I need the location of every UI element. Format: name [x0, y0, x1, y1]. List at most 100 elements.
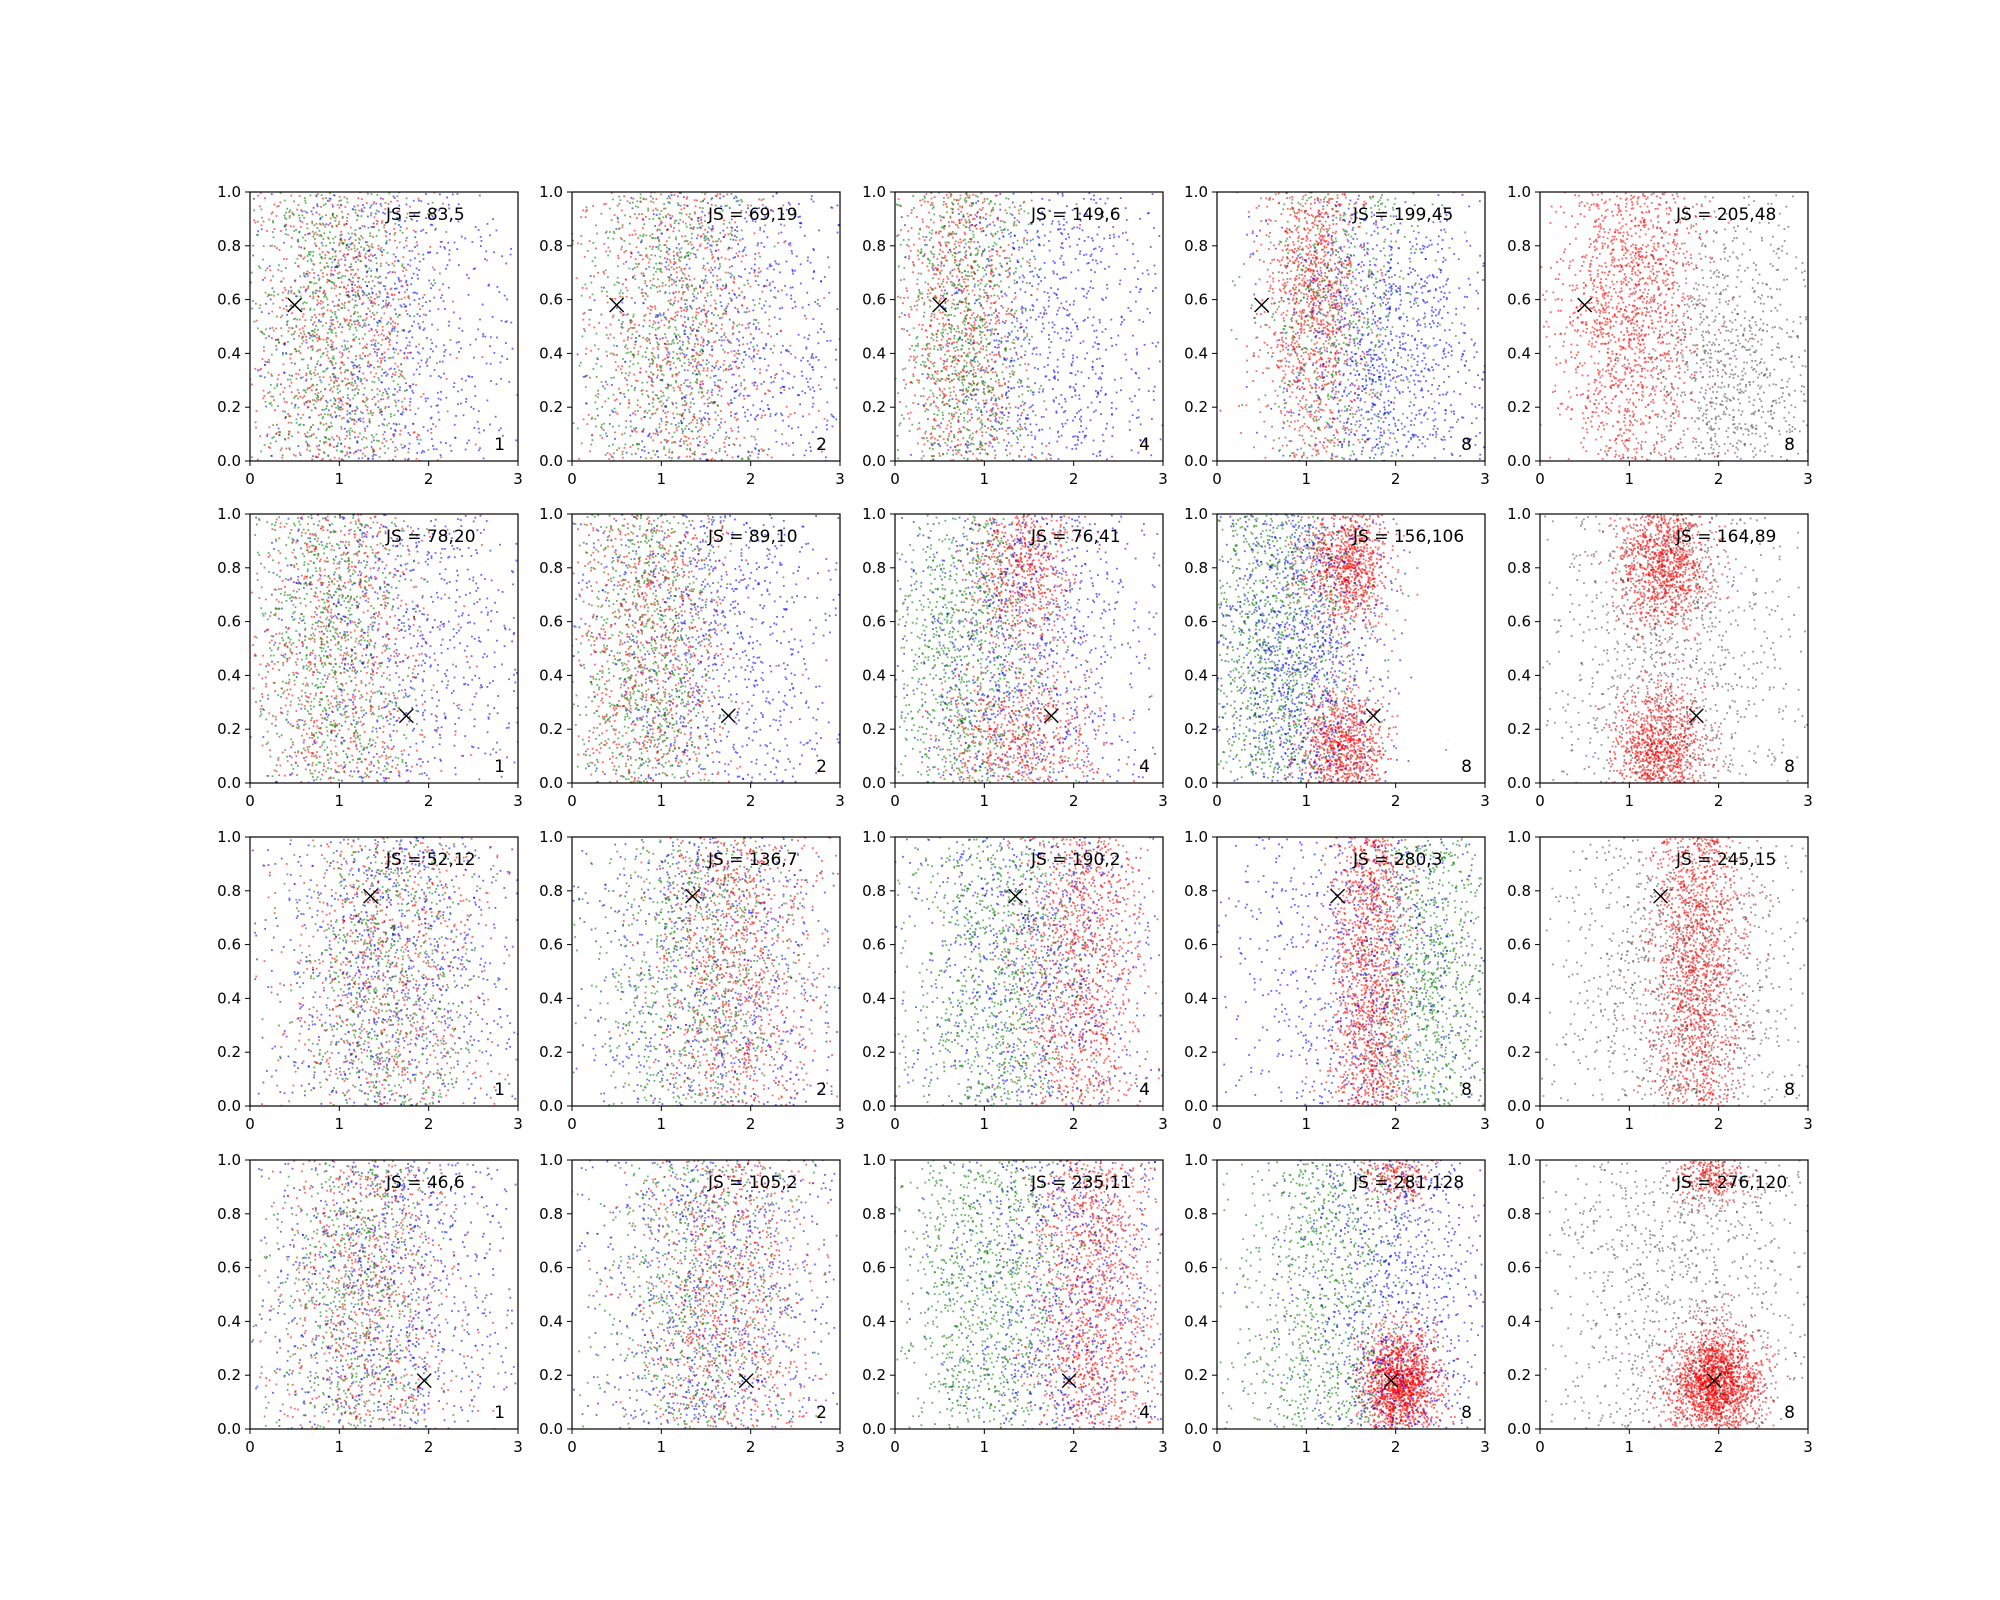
scatter-point — [324, 203, 327, 205]
scatter-point — [300, 246, 303, 249]
scatter-point — [671, 215, 674, 217]
scatter-point — [358, 364, 361, 366]
scatter-point — [689, 223, 692, 226]
scatter-point — [667, 264, 670, 267]
scatter-point — [607, 237, 609, 239]
scatter-point — [710, 251, 713, 253]
scatter-point — [340, 258, 343, 261]
scatter-point — [685, 239, 688, 242]
scatter-point — [305, 401, 308, 404]
scatter-point — [912, 261, 914, 263]
scatter-point — [298, 392, 300, 394]
scatter-point — [439, 272, 441, 275]
scatter-point — [678, 340, 681, 342]
scatter-point — [405, 337, 408, 339]
scatter-point — [708, 396, 711, 399]
scatter-point — [277, 427, 280, 430]
scatter-point — [313, 282, 316, 285]
scatter-point — [698, 223, 701, 225]
scatter-point — [695, 297, 698, 300]
scatter-point — [713, 341, 715, 344]
scatter-point — [690, 401, 692, 404]
scatter-point — [668, 320, 671, 322]
scatter-point — [791, 427, 793, 430]
scatter-point — [625, 379, 628, 381]
scatter-point — [308, 251, 310, 253]
scatter-point — [639, 234, 642, 237]
scatter-point — [652, 201, 655, 204]
scatter-point — [689, 455, 691, 458]
scatter-point — [942, 311, 944, 314]
scatter-point — [386, 252, 389, 254]
scatter-point — [672, 351, 675, 353]
scatter-point — [328, 328, 330, 331]
scatter-point — [733, 276, 736, 278]
scatter-point — [367, 412, 370, 415]
scatter-point — [680, 269, 683, 272]
scatter-point — [329, 399, 332, 402]
scatter-point — [316, 203, 318, 206]
scatter-point — [331, 214, 334, 217]
scatter-point — [401, 405, 404, 408]
scatter-point — [268, 265, 271, 268]
scatter-point — [309, 372, 311, 374]
scatter-point — [406, 227, 408, 230]
scatter-point — [643, 315, 646, 318]
scatter-point — [392, 298, 395, 301]
scatter-point — [373, 453, 375, 456]
scatter-point — [306, 211, 308, 214]
scatter-point — [371, 328, 373, 331]
scatter-point — [284, 224, 286, 227]
scatter-point — [935, 405, 937, 408]
scatter-point — [742, 343, 744, 346]
scatter-point — [411, 250, 414, 252]
scatter-point — [272, 221, 274, 224]
scatter-point — [629, 425, 632, 428]
scatter-point — [651, 306, 654, 308]
y-tick-label: 0.0 — [539, 452, 563, 470]
scatter-point — [997, 353, 1000, 355]
scatter-point — [351, 208, 354, 210]
scatter-point — [709, 211, 711, 214]
scatter-point — [404, 458, 407, 460]
scatter-point — [391, 262, 394, 265]
scatter-point — [425, 400, 427, 403]
scatter-point — [666, 361, 669, 364]
scatter-point — [717, 414, 720, 417]
scatter-point — [594, 264, 597, 267]
scatter-point — [403, 329, 406, 332]
scatter-point — [768, 284, 771, 286]
scatter-point — [412, 357, 414, 360]
scatter-point — [354, 320, 357, 323]
scatter-point — [487, 284, 490, 287]
scatter-point — [966, 333, 968, 335]
scatter-point — [733, 444, 736, 446]
scatter-point — [333, 327, 336, 329]
scatter-point — [921, 262, 924, 264]
scatter-point — [376, 331, 378, 333]
scatter-point — [354, 409, 357, 412]
scatter-point — [381, 306, 384, 309]
scatter-point — [323, 408, 326, 411]
scatter-point — [691, 307, 693, 310]
scatter-point — [298, 350, 300, 352]
scatter-point — [754, 253, 757, 255]
scatter-point — [790, 294, 792, 297]
scatter-point — [613, 344, 616, 347]
scatter-point — [680, 420, 682, 422]
scatter-point — [632, 356, 635, 359]
scatter-point — [353, 320, 355, 323]
scatter-point — [633, 427, 635, 430]
scatter-point — [322, 352, 325, 354]
scatter-point — [591, 293, 594, 296]
scatter-point — [618, 292, 621, 295]
scatter-point — [706, 292, 709, 295]
scatter-point — [723, 334, 726, 336]
scatter-point — [702, 199, 704, 202]
scatter-point — [829, 339, 832, 342]
scatter-point — [937, 241, 940, 244]
scatter-point — [909, 411, 912, 414]
scatter-point — [683, 435, 686, 438]
scatter-point — [687, 369, 689, 372]
scatter-point — [730, 367, 733, 370]
